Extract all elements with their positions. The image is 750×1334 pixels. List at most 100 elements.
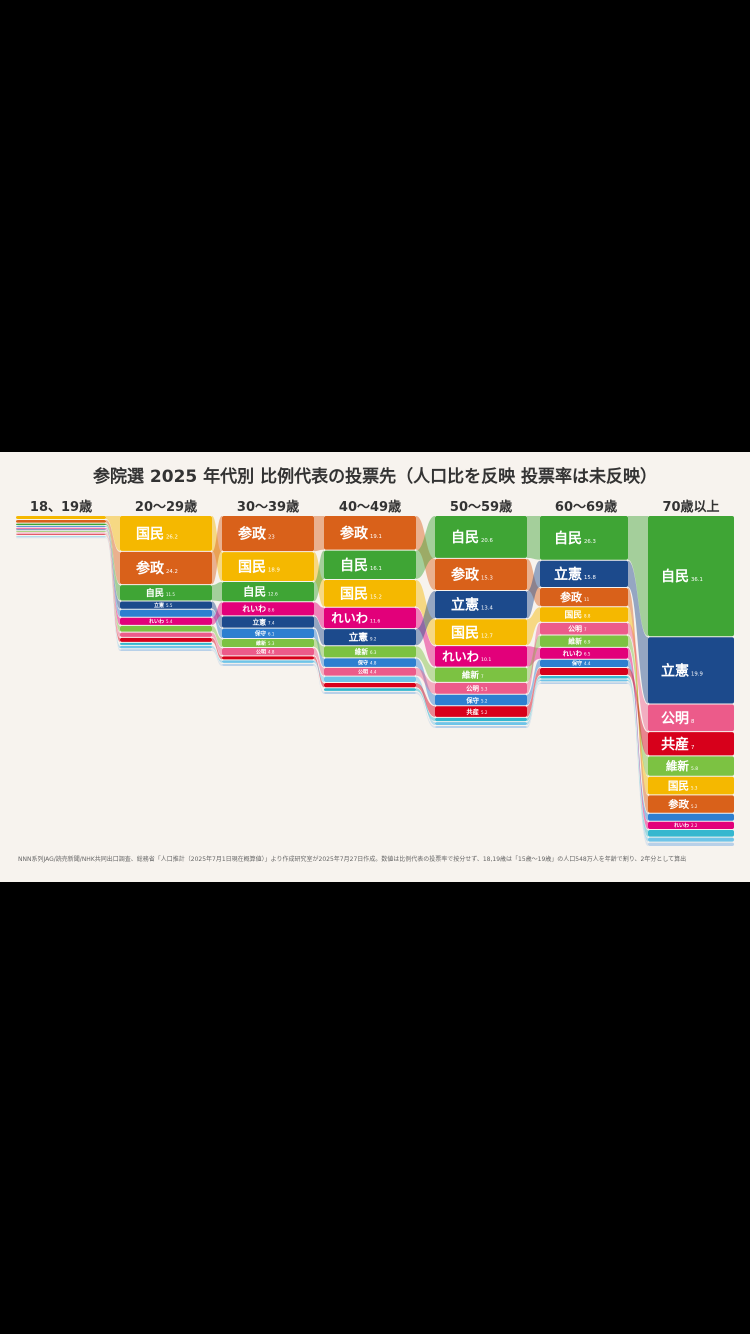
bar-segment-立憲-0 [16,529,106,531]
segment-value-共産-6: 7 [691,745,694,751]
flow-ribbon-自民-3 [416,516,435,579]
bar-segment-その他-5 [540,682,628,684]
segment-label-保守-4: 保守 [465,695,479,704]
bar-segment-国民-3 [324,579,416,607]
bar-segment-共産-5 [540,668,628,676]
group-header-60s: 60〜69歳 [554,500,618,515]
bar-segment-共産-4 [435,706,527,717]
segment-value-立憲-6: 19.9 [691,671,703,677]
segment-label-公明-5: 公明 [568,624,582,633]
segment-value-参政-1: 24.2 [166,569,178,575]
bar-segment-その他-2 [222,663,314,666]
segment-value-維新-6: 5.8 [691,766,698,772]
bar-segment-維新-0 [16,531,106,532]
flow-ribbon-その他-3 [416,691,435,728]
flow-ribbon-自民-2 [314,550,324,602]
bar-segment-自民-3 [324,550,416,579]
bar-segment-維新-6 [648,756,734,776]
segment-label-維新-6: 維新 [666,759,690,773]
flow-ribbon-自民-0 [106,523,120,601]
flow-ribbon-自民-5 [628,516,648,637]
segment-label-維新-2: 維新 [256,640,266,647]
flow-ribbon-国民-3 [416,579,435,646]
segment-label-立憲-1: 立憲 [154,602,164,609]
segment-label-参政-2: 参政 [238,526,267,543]
flow-ribbon-れいわ-1 [212,602,222,625]
bar-segment-保守-0 [16,526,106,527]
bar-segment-自民-1 [120,585,212,601]
segment-label-立憲-4: 立憲 [451,597,479,614]
segment-value-公明-4: 5.3 [481,687,488,692]
bar-segment-立憲-1 [120,601,212,609]
segment-value-維新-3: 6.3 [370,650,377,655]
segment-label-れいわ-1: れいわ [149,618,164,625]
bar-segment-れいわ-1 [120,617,212,625]
segment-value-国民-3: 15.2 [370,594,382,600]
bar-segment-国民-1 [120,516,212,551]
bar-segment-共産-2 [222,656,314,660]
flow-ribbon-維新-3 [416,646,435,682]
group-header-50s: 50〜59歳 [449,500,513,515]
bar-segment-みらい-4 [435,722,527,725]
segment-label-公明-6: 公明 [661,711,689,727]
bar-segment-みらい-1 [120,645,212,649]
flow-ribbon-みらい-0 [106,535,120,649]
segment-value-公明-6: 8 [691,719,695,725]
flow-ribbon-自民-1 [212,581,222,602]
segment-label-れいわ-2: れいわ [242,605,266,614]
bar-segment-参政-1 [120,551,212,585]
bar-segment-共産-1 [120,637,212,642]
segment-label-国民-6: 国民 [668,780,689,792]
flow-ribbon-参政-5 [628,587,648,813]
chart-panel: 参院選 2025 年代別 比例代表の投票先（人口比を反映 投票率は未反映） 18… [0,452,750,882]
segment-value-参政-2: 23 [268,535,275,541]
bar-segment-維新-2 [222,638,314,648]
flow-ribbon-みらい-2 [314,660,324,683]
bar-segment-れいわ-5 [540,647,628,659]
bar-segment-公明-5 [540,622,628,635]
bar-segment-国民-0 [16,516,106,519]
bar-segment-立憲-2 [222,616,314,628]
segment-label-公明-2: 公明 [256,649,266,656]
segment-label-共産-6: 共産 [661,736,689,753]
segment-label-立憲-3: 立憲 [349,631,369,644]
source-footnote: NNN系列JAG/読売新聞/NHK共同出口調査、総務省「人口推計（2025年7月… [18,856,687,863]
segment-value-立憲-1: 5.5 [166,603,173,608]
flow-ribbon-その他-4 [527,682,540,728]
segment-label-保守-3: 保守 [357,659,368,666]
segment-label-参政-6: 参政 [668,798,689,811]
group-header-30s: 30〜39歳 [236,500,300,515]
segment-label-保守-5: 保守 [571,660,582,667]
segment-value-自民-3: 16.1 [370,566,382,572]
flow-ribbon-みらい-3 [416,676,435,725]
flow-ribbon-維新-4 [527,635,540,682]
flow-ribbon-維新-0 [106,531,120,632]
flow-ribbon-参政-1 [212,516,222,585]
segment-value-維新-4: 7 [481,674,484,679]
flow-ribbon-参政-3 [416,516,435,591]
flow-ribbon-立憲-5 [628,560,648,704]
segment-value-公明-2: 4.8 [268,650,275,655]
segment-value-れいわ-4: 10.1 [481,657,491,663]
bar-segment-参政-2 [222,516,314,552]
flow-ribbon-保守-3 [416,658,435,706]
bar-segment-共産-0 [16,534,106,535]
bar-segment-維新-5 [540,635,628,647]
flow-ribbon-保守-4 [527,659,540,706]
segment-value-自民-5: 26.3 [584,539,596,545]
bar-segment-れいわ-6 [648,821,734,830]
bar-segment-共産-3 [324,683,416,688]
bar-segment-立憲-4 [435,591,527,619]
flow-ribbon-その他-2 [314,663,324,694]
flow-ribbon-立憲-1 [212,601,222,628]
bar-segment-保守-5 [540,659,628,668]
segment-label-国民-4: 国民 [451,625,479,641]
flow-ribbon-共産-3 [416,683,435,717]
segment-value-保守-5: 4.4 [584,661,591,666]
bar-segment-公明-4 [435,682,527,694]
flow-ribbon-れいわ-2 [314,602,324,629]
flow-ribbon-参政-4 [527,558,540,607]
segment-value-保守-3: 4.8 [370,660,377,665]
segment-label-自民-4: 自民 [451,529,479,546]
